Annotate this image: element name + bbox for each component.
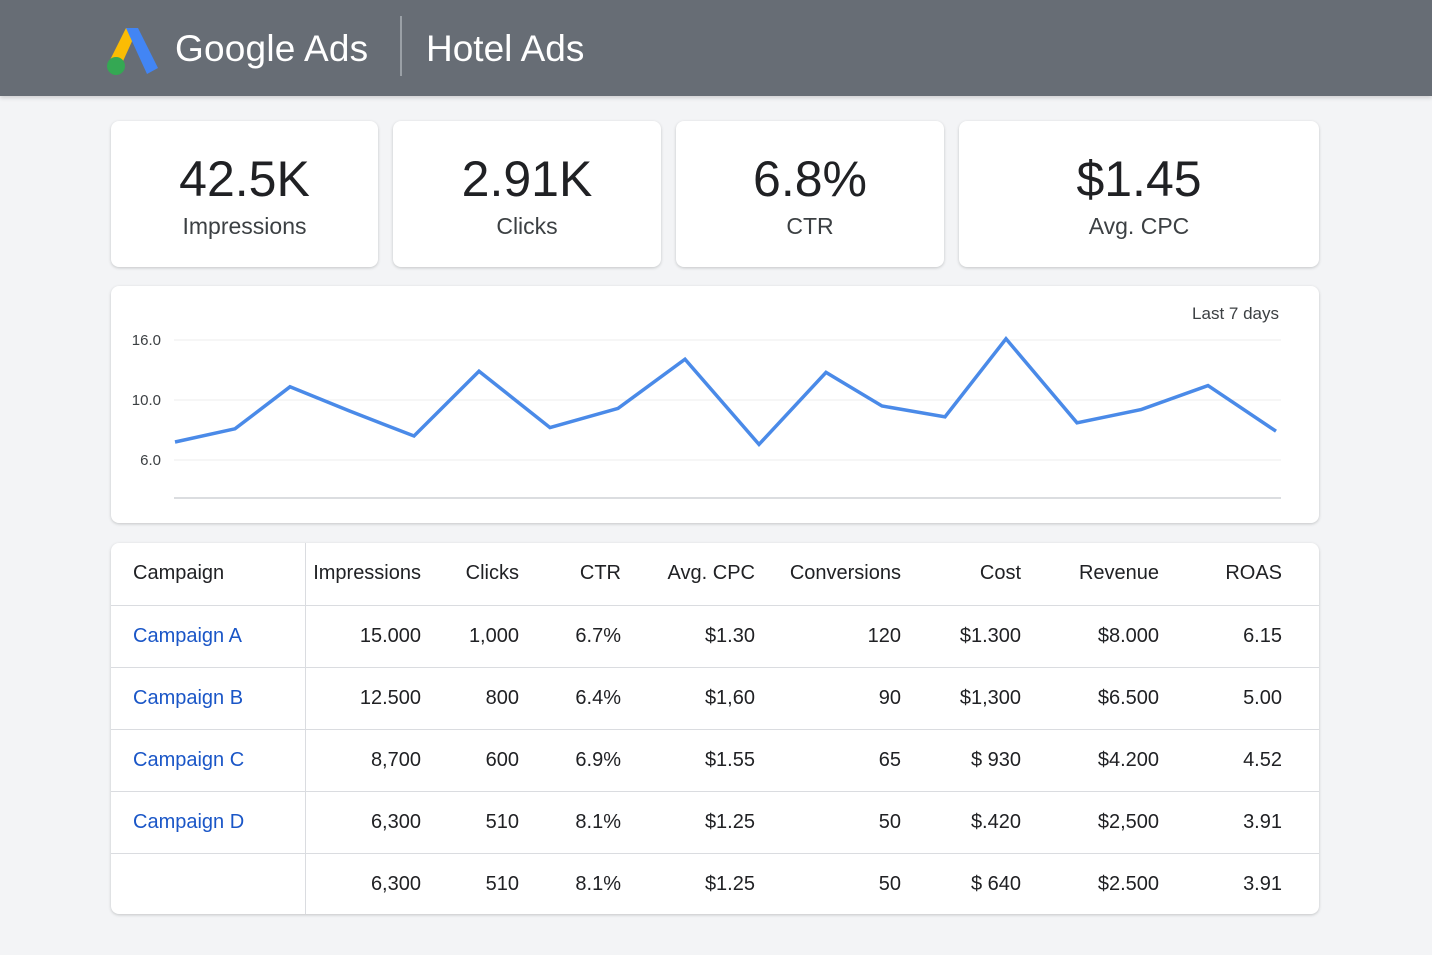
campaign-link[interactable]: Campaign A bbox=[111, 605, 306, 668]
cell-conversions: 50 bbox=[755, 791, 901, 854]
cell-avg-cpc: $1,60 bbox=[621, 667, 755, 730]
cell-revenue: $6.500 bbox=[1021, 667, 1159, 730]
cell-clicks: 510 bbox=[485, 872, 519, 895]
cell-avg-cpc: $1.25 bbox=[621, 791, 755, 854]
campaign-table: Campaign Impressions Clicks CTR Avg. CPC… bbox=[111, 543, 1319, 914]
cell-roas: 3.91 bbox=[1243, 872, 1282, 895]
column-header-impressions[interactable]: Impressions bbox=[305, 543, 421, 606]
table-row[interactable]: Campaign A 15.000 1,000 6.7% $1.30 120 $1.300 $… bbox=[111, 605, 1319, 668]
product-name: Hotel Ads bbox=[426, 28, 585, 69]
cell-conversions: 65 bbox=[755, 729, 901, 792]
column-header-clicks[interactable]: Clicks bbox=[421, 543, 519, 606]
cell-clicks: 510 bbox=[421, 791, 519, 854]
cell-impressions: 6,300 bbox=[370, 872, 421, 895]
table-row[interactable]: Campaign B 12.500 800 6.4% $1,60 90 $1,300 $6.5… bbox=[111, 667, 1319, 730]
campaign-link[interactable]: Campaign B bbox=[111, 667, 306, 730]
y-tick-label: 6.0 bbox=[140, 452, 161, 469]
cell-avg-cpc: $1.30 bbox=[621, 605, 755, 668]
kpi-value: 2.91K bbox=[461, 151, 593, 207]
y-tick-label: 10.0 bbox=[132, 392, 161, 409]
header-divider bbox=[400, 16, 402, 76]
date-range-label[interactable]: Last 7 days bbox=[1192, 304, 1279, 323]
cell-conversions: 90 bbox=[755, 667, 901, 730]
cell-conversions: 50 bbox=[878, 872, 901, 895]
cell-ctr: 6.9% bbox=[519, 729, 621, 792]
column-header-campaign[interactable]: Campaign bbox=[111, 543, 306, 606]
cell-revenue: $2,500 bbox=[1021, 791, 1159, 854]
cell-impressions: 12.500 bbox=[305, 667, 421, 730]
column-header-conversions[interactable]: Conversions bbox=[755, 543, 901, 606]
cell-cost: $1,300 bbox=[901, 667, 1021, 730]
cell-ctr: 6.7% bbox=[519, 605, 621, 668]
kpi-card-avg-cpc[interactable]: $1.45 Avg. CPC bbox=[959, 121, 1319, 267]
kpi-label: CTR bbox=[786, 213, 834, 239]
kpi-label: Avg. CPC bbox=[1088, 213, 1190, 239]
cell-roas: 3.91 bbox=[1159, 791, 1319, 854]
series-line[interactable] bbox=[174, 336, 1277, 448]
cell-ctr: 6.4% bbox=[519, 667, 621, 730]
cell-revenue: $2.500 bbox=[1097, 872, 1159, 895]
table-row[interactable]: Campaign D 6,300 510 8.1% $1.25 50 $.420 $2,500… bbox=[111, 791, 1319, 854]
cell-impressions: 8,700 bbox=[305, 729, 421, 792]
cell-roas: 6.15 bbox=[1159, 605, 1319, 668]
cell-cost: $ 640 bbox=[970, 872, 1021, 895]
column-header-cost[interactable]: Cost bbox=[901, 543, 1021, 606]
kpi-card-clicks[interactable]: 2.91K Clicks bbox=[393, 121, 661, 267]
column-header-ctr[interactable]: CTR bbox=[519, 543, 621, 606]
campaign-link bbox=[111, 853, 306, 914]
cell-cost: $1.300 bbox=[901, 605, 1021, 668]
top-bar: Google Ads Hotel Ads bbox=[0, 0, 1432, 96]
column-header-avg-cpc[interactable]: Avg. CPC bbox=[621, 543, 755, 606]
campaign-link[interactable]: Campaign D bbox=[111, 791, 306, 854]
kpi-value: 6.8% bbox=[753, 151, 867, 207]
cell-clicks: 1,000 bbox=[421, 605, 519, 668]
cell-impressions: 15.000 bbox=[305, 605, 421, 668]
line-chart: 16.0 10.0 6.0 bbox=[132, 332, 1281, 499]
column-header-revenue[interactable]: Revenue bbox=[1021, 543, 1159, 606]
cell-roas: 5.00 bbox=[1159, 667, 1319, 730]
cell-conversions: 120 bbox=[755, 605, 901, 668]
cell-cost: $ 930 bbox=[901, 729, 1021, 792]
cell-ctr: 8.1% bbox=[519, 791, 621, 854]
campaign-table-card: Campaign Impressions Clicks CTR Avg. CPC… bbox=[111, 543, 1319, 914]
kpi-value: $1.45 bbox=[1076, 151, 1202, 207]
table-row[interactable]: Campaign C 8,700 600 6.9% $1.55 65 $ 930 $4.200… bbox=[111, 729, 1319, 792]
column-header-roas[interactable]: ROAS bbox=[1159, 543, 1319, 606]
cell-revenue: $8.000 bbox=[1021, 605, 1159, 668]
kpi-card-ctr[interactable]: 6.8% CTR bbox=[676, 121, 944, 267]
campaign-link[interactable]: Campaign C bbox=[111, 729, 306, 792]
cell-impressions: 6,300 bbox=[305, 791, 421, 854]
y-tick-label: 16.0 bbox=[132, 332, 161, 349]
cell-clicks: 800 bbox=[421, 667, 519, 730]
kpi-label: Clicks bbox=[496, 213, 558, 239]
kpi-label: Impressions bbox=[182, 213, 307, 239]
table-header-row: Campaign Impressions Clicks CTR Avg. CPC… bbox=[111, 543, 1319, 606]
cell-avg-cpc: $1.25 bbox=[704, 872, 755, 895]
cell-clicks: 600 bbox=[421, 729, 519, 792]
google-ads-logo-icon[interactable] bbox=[104, 24, 160, 76]
brand-name[interactable]: Google Ads bbox=[175, 28, 369, 69]
cell-revenue: $4.200 bbox=[1021, 729, 1159, 792]
cell-cost: $.420 bbox=[901, 791, 1021, 854]
cell-ctr: 8.1% bbox=[575, 872, 621, 895]
kpi-card-impressions[interactable]: 42.5K Impressions bbox=[111, 121, 378, 267]
performance-chart-card: Last 7 days 16.0 10.0 6.0 bbox=[111, 286, 1319, 523]
table-row[interactable]: 6,300 510 8.1% $1.25 50 $ 640 $2.500 3.91 bbox=[111, 853, 1319, 914]
kpi-value: 42.5K bbox=[179, 151, 310, 207]
cell-roas: 4.52 bbox=[1159, 729, 1319, 792]
cell-avg-cpc: $1.55 bbox=[621, 729, 755, 792]
